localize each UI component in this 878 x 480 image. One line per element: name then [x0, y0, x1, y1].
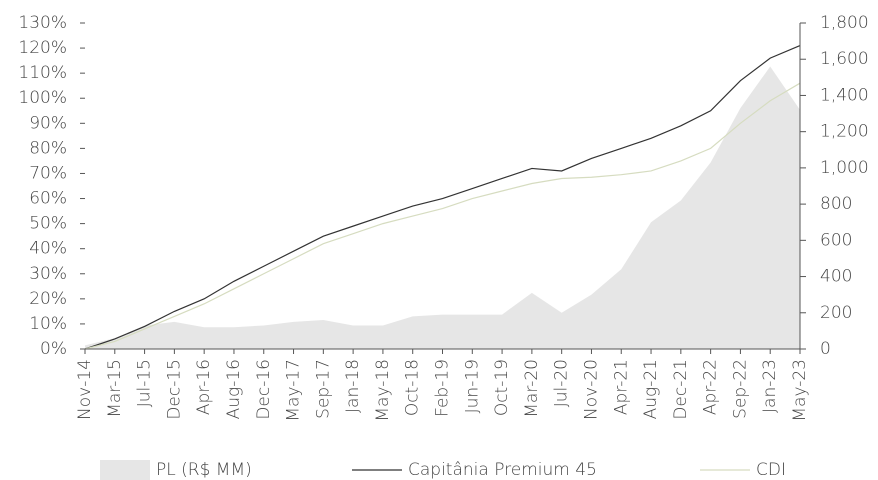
- line: [84, 82, 801, 350]
- x-tick-label: Jul-20: [552, 359, 572, 407]
- y2-tick-label: 400: [820, 267, 852, 287]
- x-tick-label: Oct-18: [403, 359, 423, 416]
- y-tick-label: 60%: [29, 189, 67, 209]
- y2-tick-label: 1,600: [820, 49, 869, 69]
- y2-tick-label: 0: [820, 339, 831, 359]
- legend-label: CDI: [756, 460, 786, 480]
- x-tick-label: Mar-20: [522, 359, 542, 418]
- y-tick-label: 20%: [29, 289, 67, 309]
- y-tick-label: 70%: [29, 163, 67, 183]
- y-tick-label: 110%: [18, 63, 67, 83]
- y-tick-label: 40%: [29, 239, 67, 259]
- legend-label: PL (R$ MM): [156, 460, 252, 480]
- x-tick-label: Jul-15: [135, 359, 155, 407]
- y-tick-label: 30%: [29, 264, 67, 284]
- y2-tick-label: 1,400: [820, 85, 869, 105]
- area: [85, 66, 800, 349]
- y-tick-label: 120%: [18, 38, 67, 58]
- y2-tick-label: 1,000: [820, 158, 869, 178]
- x-tick-label: Jan-18: [343, 359, 363, 413]
- x-tick-label: Oct-19: [492, 359, 512, 416]
- x-tick-label: Jan-23: [760, 359, 780, 413]
- y-tick-label: 130%: [18, 13, 67, 33]
- x-tick-label: Dec-16: [254, 359, 274, 420]
- y2-tick-label: 1,800: [820, 13, 869, 33]
- legend-label: Capitânia Premium 45: [408, 460, 597, 480]
- x-tick-label: Nov-20: [581, 359, 601, 420]
- x-tick-label: May-23: [790, 359, 810, 422]
- x-tick-label: Nov-14: [75, 359, 95, 420]
- x-tick-label: Aug-16: [224, 359, 244, 419]
- y2-tick-label: 800: [820, 194, 852, 214]
- y2-tick-label: 200: [820, 303, 852, 323]
- x-tick-label: May-17: [284, 359, 304, 422]
- x-tick-label: May-18: [373, 359, 393, 422]
- x-tick-label: Aug-21: [641, 359, 661, 419]
- y-tick-label: 50%: [29, 214, 67, 234]
- y2-tick-label: 600: [820, 230, 852, 250]
- y-tick-label: 100%: [18, 88, 67, 108]
- y-tick-label: 10%: [29, 314, 67, 334]
- x-tick-label: Apr-16: [194, 359, 214, 415]
- x-tick-label: Dec-15: [164, 359, 184, 420]
- y-tick-label: 90%: [29, 113, 67, 133]
- legend-swatch: [100, 460, 150, 480]
- x-tick-label: Feb-19: [433, 359, 453, 417]
- x-tick-label: Dec-21: [671, 359, 691, 420]
- line: [84, 45, 801, 350]
- x-tick-label: Sep-17: [313, 359, 333, 419]
- y-tick-label: 0%: [40, 339, 67, 359]
- x-tick-label: Apr-21: [611, 359, 631, 415]
- y-tick-label: 80%: [29, 138, 67, 158]
- x-tick-label: Mar-15: [105, 359, 125, 418]
- x-tick-label: Apr-22: [701, 359, 721, 415]
- x-tick-label: Jun-19: [462, 359, 482, 413]
- y2-tick-label: 1,200: [820, 122, 869, 142]
- x-tick-label: Sep-22: [730, 359, 750, 419]
